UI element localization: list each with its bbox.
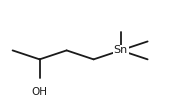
Text: OH: OH [32, 87, 48, 97]
Text: Sn: Sn [113, 45, 128, 55]
